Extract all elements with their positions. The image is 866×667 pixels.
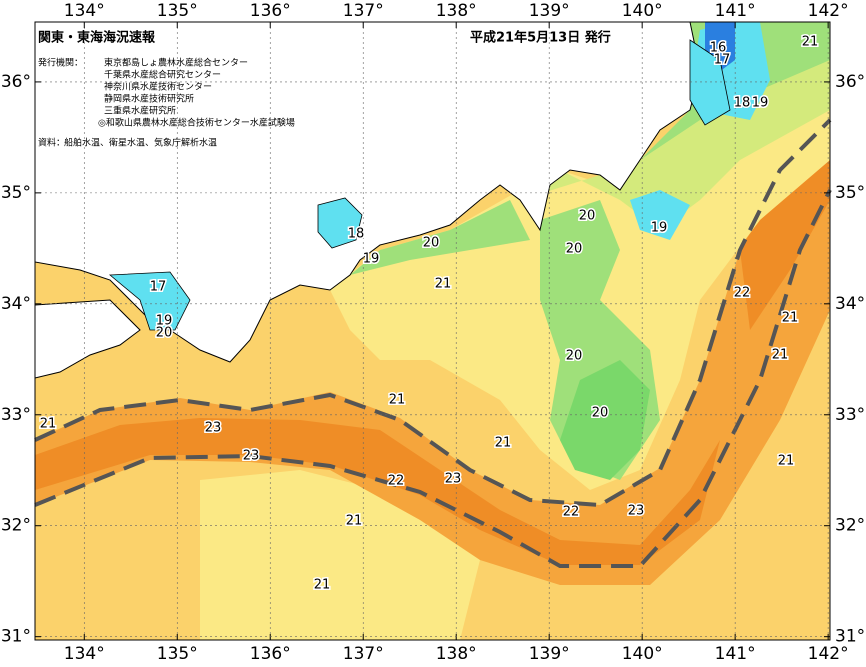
contour-label: 22: [563, 505, 580, 520]
contour-label: 20: [423, 236, 440, 251]
y-tick-label: 32°: [835, 516, 865, 536]
contour-label: 18: [734, 96, 751, 111]
contour-label: 19: [752, 96, 769, 111]
x-tick-label: 138°: [436, 1, 477, 21]
land-shikoku: [34, 299, 141, 379]
contour-label: 21: [778, 454, 795, 469]
ise-bay: [317, 197, 363, 249]
header: 関東・東海海況速報 平成21年5月13日 発行 発行機関： 東京都島しょ農林水産…: [38, 30, 611, 149]
contour-label: 22: [734, 286, 751, 301]
contour-label: 21: [435, 277, 452, 292]
y-tick-label: 36°: [1, 72, 31, 92]
contour-label: 18: [348, 227, 365, 242]
contour-label: 23: [205, 421, 222, 436]
y-tick-label: 31°: [1, 627, 31, 647]
x-tick-label: 139°: [529, 644, 570, 664]
publishers-label: 発行機関：: [38, 57, 83, 69]
current-axis: [34, 118, 832, 508]
contour-label: 20: [592, 406, 609, 421]
y-tick-label: 33°: [1, 405, 31, 425]
sources-text: 船舶水温、衛星水温、気象庁解析水温: [64, 137, 217, 149]
contour-label: 21: [772, 348, 789, 363]
x-tick-label: 139°: [529, 1, 570, 21]
publisher: 三重県水産研究所: [104, 105, 176, 117]
map-body: [34, 21, 832, 641]
publisher: 静岡県水産技術研究所: [104, 93, 194, 105]
contour-label: 21: [782, 311, 799, 326]
contour-labels: 21 16 17 18 19 20 20 19 18 20 19 21 17 1…: [38, 33, 820, 594]
x-tick-label: 138°: [436, 644, 477, 664]
publisher: ◎和歌山県農林水産総合技術センター水産試験場: [98, 117, 295, 129]
contour-label: 22: [388, 474, 405, 489]
contour-label: 20: [579, 209, 596, 224]
y-tick-label: 31°: [835, 627, 865, 647]
contour-label: 17: [150, 280, 167, 295]
contour-label: 21: [40, 417, 57, 432]
issue-date: 平成21年5月13日 発行: [470, 30, 611, 46]
y-tick-label: 33°: [835, 405, 865, 425]
contour-label: 20: [566, 242, 583, 257]
map-title: 関東・東海海況速報: [38, 30, 156, 46]
x-tick-label: 137°: [343, 1, 384, 21]
x-tick-label: 141°: [715, 1, 756, 21]
contour-label: 23: [445, 472, 462, 487]
publisher: 千葉県水産総合研究センター: [104, 69, 221, 81]
tokyo-bay: [689, 39, 731, 126]
y-tick-label: 34°: [1, 294, 31, 314]
contour-label: 21: [802, 35, 819, 50]
contour-label: 23: [243, 449, 260, 464]
contour-label: 21: [389, 393, 406, 408]
x-tick-label: 137°: [343, 644, 384, 664]
contour-label: 20: [156, 326, 173, 341]
x-tick-label: 141°: [715, 644, 756, 664]
contour-label: 20: [566, 349, 583, 364]
x-tick-label: 135°: [157, 1, 198, 21]
contour-label: 19: [156, 314, 173, 329]
sources-label: 資料：: [38, 137, 65, 149]
y-tick-label: 32°: [1, 516, 31, 536]
map-frame: [34, 21, 831, 641]
cold-water: [350, 200, 530, 275]
cold-core: [560, 360, 650, 480]
land-honshu: [34, 21, 701, 363]
x-tick-label: 142°: [808, 644, 849, 664]
x-tick-label: 134°: [64, 1, 105, 21]
warm-core: [35, 418, 720, 565]
osaka-bay: [108, 271, 191, 331]
x-tick-label: 140°: [622, 1, 663, 21]
contour-label: 23: [628, 504, 645, 519]
y-tick-label: 35°: [835, 183, 865, 203]
bay-water: [630, 190, 690, 240]
contour-label: 21: [346, 514, 363, 529]
contour-label: 16: [710, 41, 727, 56]
x-tick-label: 135°: [157, 644, 198, 664]
x-tick-label: 134°: [64, 644, 105, 664]
publisher: 東京都島しょ農林水産総合センター: [104, 57, 248, 69]
publisher: 神奈川県水産技術センター: [104, 81, 212, 93]
contour-label: 21: [314, 578, 331, 593]
contour-label: 19: [363, 252, 380, 267]
current-axis: [34, 189, 832, 568]
contour-label: 17: [714, 53, 731, 68]
y-tick-label: 36°: [835, 72, 865, 92]
x-tick-label: 142°: [808, 1, 849, 21]
x-tick-label: 136°: [250, 1, 291, 21]
contour-label: 21: [495, 436, 512, 451]
contour-label: 19: [651, 221, 668, 236]
x-tick-label: 140°: [622, 644, 663, 664]
y-tick-label: 35°: [1, 183, 31, 203]
x-tick-label: 136°: [250, 644, 291, 664]
y-tick-label: 34°: [835, 294, 865, 314]
